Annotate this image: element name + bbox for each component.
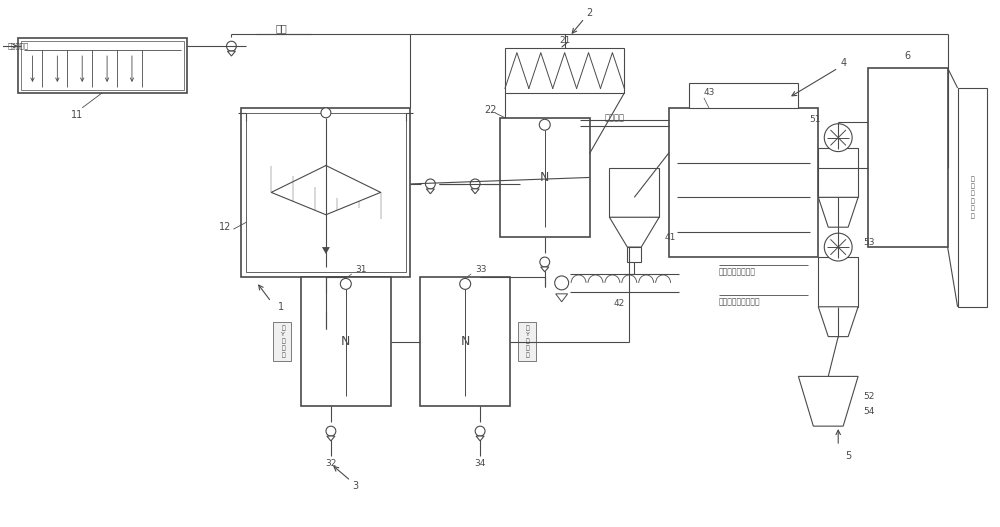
- Circle shape: [540, 257, 550, 267]
- Polygon shape: [471, 189, 479, 194]
- Bar: [246, 113, 406, 272]
- Text: 低压蒸汽: 低压蒸汽: [604, 113, 624, 122]
- Polygon shape: [818, 307, 858, 337]
- Bar: [420, 277, 510, 406]
- Polygon shape: [476, 436, 484, 441]
- Text: 3: 3: [353, 481, 359, 491]
- Polygon shape: [798, 376, 858, 426]
- Bar: [818, 257, 858, 307]
- Polygon shape: [322, 247, 330, 254]
- Text: 伴
和
回
享
稿
閥: 伴 和 回 享 稿 閥: [971, 176, 974, 219]
- Text: 53: 53: [863, 238, 875, 247]
- Text: N: N: [540, 171, 549, 184]
- Polygon shape: [609, 217, 659, 247]
- Text: 51: 51: [810, 115, 821, 124]
- Circle shape: [425, 179, 435, 189]
- Bar: [500, 118, 590, 237]
- Bar: [818, 148, 858, 197]
- Text: 33: 33: [475, 266, 487, 275]
- Text: 进入产水池: 进入产水池: [8, 43, 29, 50]
- Bar: [609, 168, 659, 217]
- Circle shape: [475, 426, 485, 436]
- Text: 11: 11: [71, 110, 83, 120]
- Circle shape: [321, 297, 331, 307]
- Bar: [669, 108, 818, 257]
- Text: 5: 5: [845, 451, 851, 461]
- Text: 磚
Y
形
事
等: 磚 Y 形 事 等: [281, 325, 285, 358]
- Text: 32: 32: [325, 460, 337, 469]
- Polygon shape: [556, 294, 568, 302]
- Bar: [241, 108, 410, 277]
- Polygon shape: [627, 247, 641, 262]
- Text: 34: 34: [474, 460, 486, 469]
- Text: 43: 43: [703, 89, 715, 97]
- Circle shape: [321, 108, 331, 118]
- Text: N: N: [460, 335, 470, 348]
- Bar: [273, 321, 291, 362]
- Circle shape: [470, 179, 480, 189]
- Bar: [518, 321, 536, 362]
- Bar: [689, 83, 798, 108]
- Circle shape: [226, 41, 236, 51]
- Polygon shape: [541, 267, 549, 272]
- Circle shape: [460, 278, 471, 289]
- Bar: [868, 68, 948, 247]
- Circle shape: [340, 278, 351, 289]
- Polygon shape: [818, 197, 858, 227]
- Bar: [18, 38, 187, 93]
- Polygon shape: [426, 189, 434, 194]
- Circle shape: [824, 233, 852, 261]
- Text: 磚
Y
形
事
等: 磚 Y 形 事 等: [526, 325, 530, 358]
- Text: N: N: [341, 335, 351, 348]
- Text: 运输至固度填埋场: 运输至固度填埋场: [719, 268, 756, 277]
- Text: 12: 12: [219, 222, 231, 232]
- Text: 22: 22: [484, 105, 496, 115]
- Text: 42: 42: [614, 299, 625, 308]
- Circle shape: [326, 426, 336, 436]
- Polygon shape: [327, 436, 335, 441]
- Text: 52: 52: [863, 392, 874, 401]
- Circle shape: [555, 276, 569, 290]
- Bar: [301, 277, 391, 406]
- Bar: [505, 48, 624, 93]
- Circle shape: [539, 119, 550, 130]
- Text: 54: 54: [863, 407, 874, 416]
- Text: 31: 31: [356, 266, 367, 275]
- Text: 1: 1: [278, 302, 284, 312]
- Bar: [21, 41, 184, 90]
- Bar: [958, 88, 987, 307]
- Polygon shape: [227, 51, 235, 56]
- Text: 2: 2: [586, 8, 593, 18]
- Polygon shape: [322, 307, 330, 311]
- Text: 污水: 污水: [275, 23, 287, 33]
- Text: 输送至煤粉锅炉掌烧: 输送至煤粉锅炉掌烧: [719, 297, 760, 306]
- Text: 41: 41: [664, 232, 676, 242]
- Text: 4: 4: [840, 58, 846, 68]
- Text: 21: 21: [559, 36, 570, 45]
- Text: 6: 6: [905, 51, 911, 61]
- Circle shape: [824, 124, 852, 152]
